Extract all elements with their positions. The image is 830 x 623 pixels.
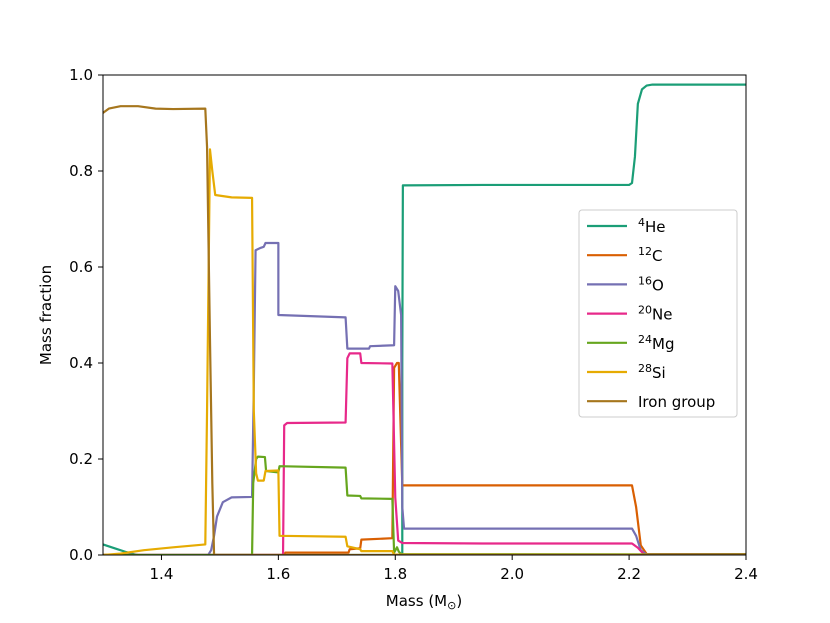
legend-label-24mg: 24Mg xyxy=(638,333,674,353)
y-tick-label: 0.6 xyxy=(69,258,93,276)
series-line-16o xyxy=(103,241,746,555)
x-tick-label: 2.4 xyxy=(734,565,758,583)
x-tick-label: 1.4 xyxy=(150,565,174,583)
legend-label-20ne: 20Ne xyxy=(638,304,672,324)
legend-label-28si: 28Si xyxy=(638,362,666,382)
series-line-12c xyxy=(103,361,746,555)
x-axis: 1.4 1.6 1.8 2.0 2.2 2.4 xyxy=(150,555,758,583)
y-tick-label: 0.0 xyxy=(69,546,93,564)
y-axis: 0.0 0.2 0.4 0.6 0.8 1.0 xyxy=(69,66,103,564)
series-line-20ne xyxy=(103,352,746,555)
x-tick-label: 2.2 xyxy=(617,565,641,583)
series-line-iron-group xyxy=(103,105,746,555)
y-tick-label: 1.0 xyxy=(69,66,93,84)
x-tick-label: 1.6 xyxy=(266,565,290,583)
legend-label-16o: 16O xyxy=(638,274,664,294)
y-tick-label: 0.8 xyxy=(69,162,93,180)
plot-frame xyxy=(102,74,747,556)
legend-box xyxy=(578,209,738,418)
y-tick-label: 0.2 xyxy=(69,450,93,468)
series-line-28si xyxy=(103,148,746,555)
legend-label-iron-group: Iron group xyxy=(638,393,715,411)
x-tick-label: 2.0 xyxy=(500,565,524,583)
legend-label-12c: 12C xyxy=(638,245,662,265)
legend-label-4he: 4He xyxy=(638,216,666,236)
x-axis-label: Mass (M⊙) xyxy=(386,592,462,612)
y-axis-label: Mass fraction xyxy=(37,265,55,365)
series-layer xyxy=(103,83,746,555)
y-tick-label: 0.4 xyxy=(69,354,93,372)
legend: 4He 12C 16O 20Ne 24Mg 28Si Iron group xyxy=(578,209,738,418)
x-tick-label: 1.8 xyxy=(383,565,407,583)
